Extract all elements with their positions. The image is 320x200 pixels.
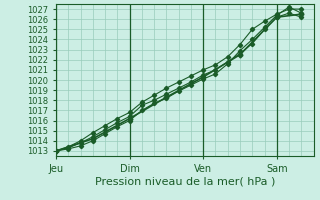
X-axis label: Pression niveau de la mer( hPa ): Pression niveau de la mer( hPa ) [95,176,275,186]
